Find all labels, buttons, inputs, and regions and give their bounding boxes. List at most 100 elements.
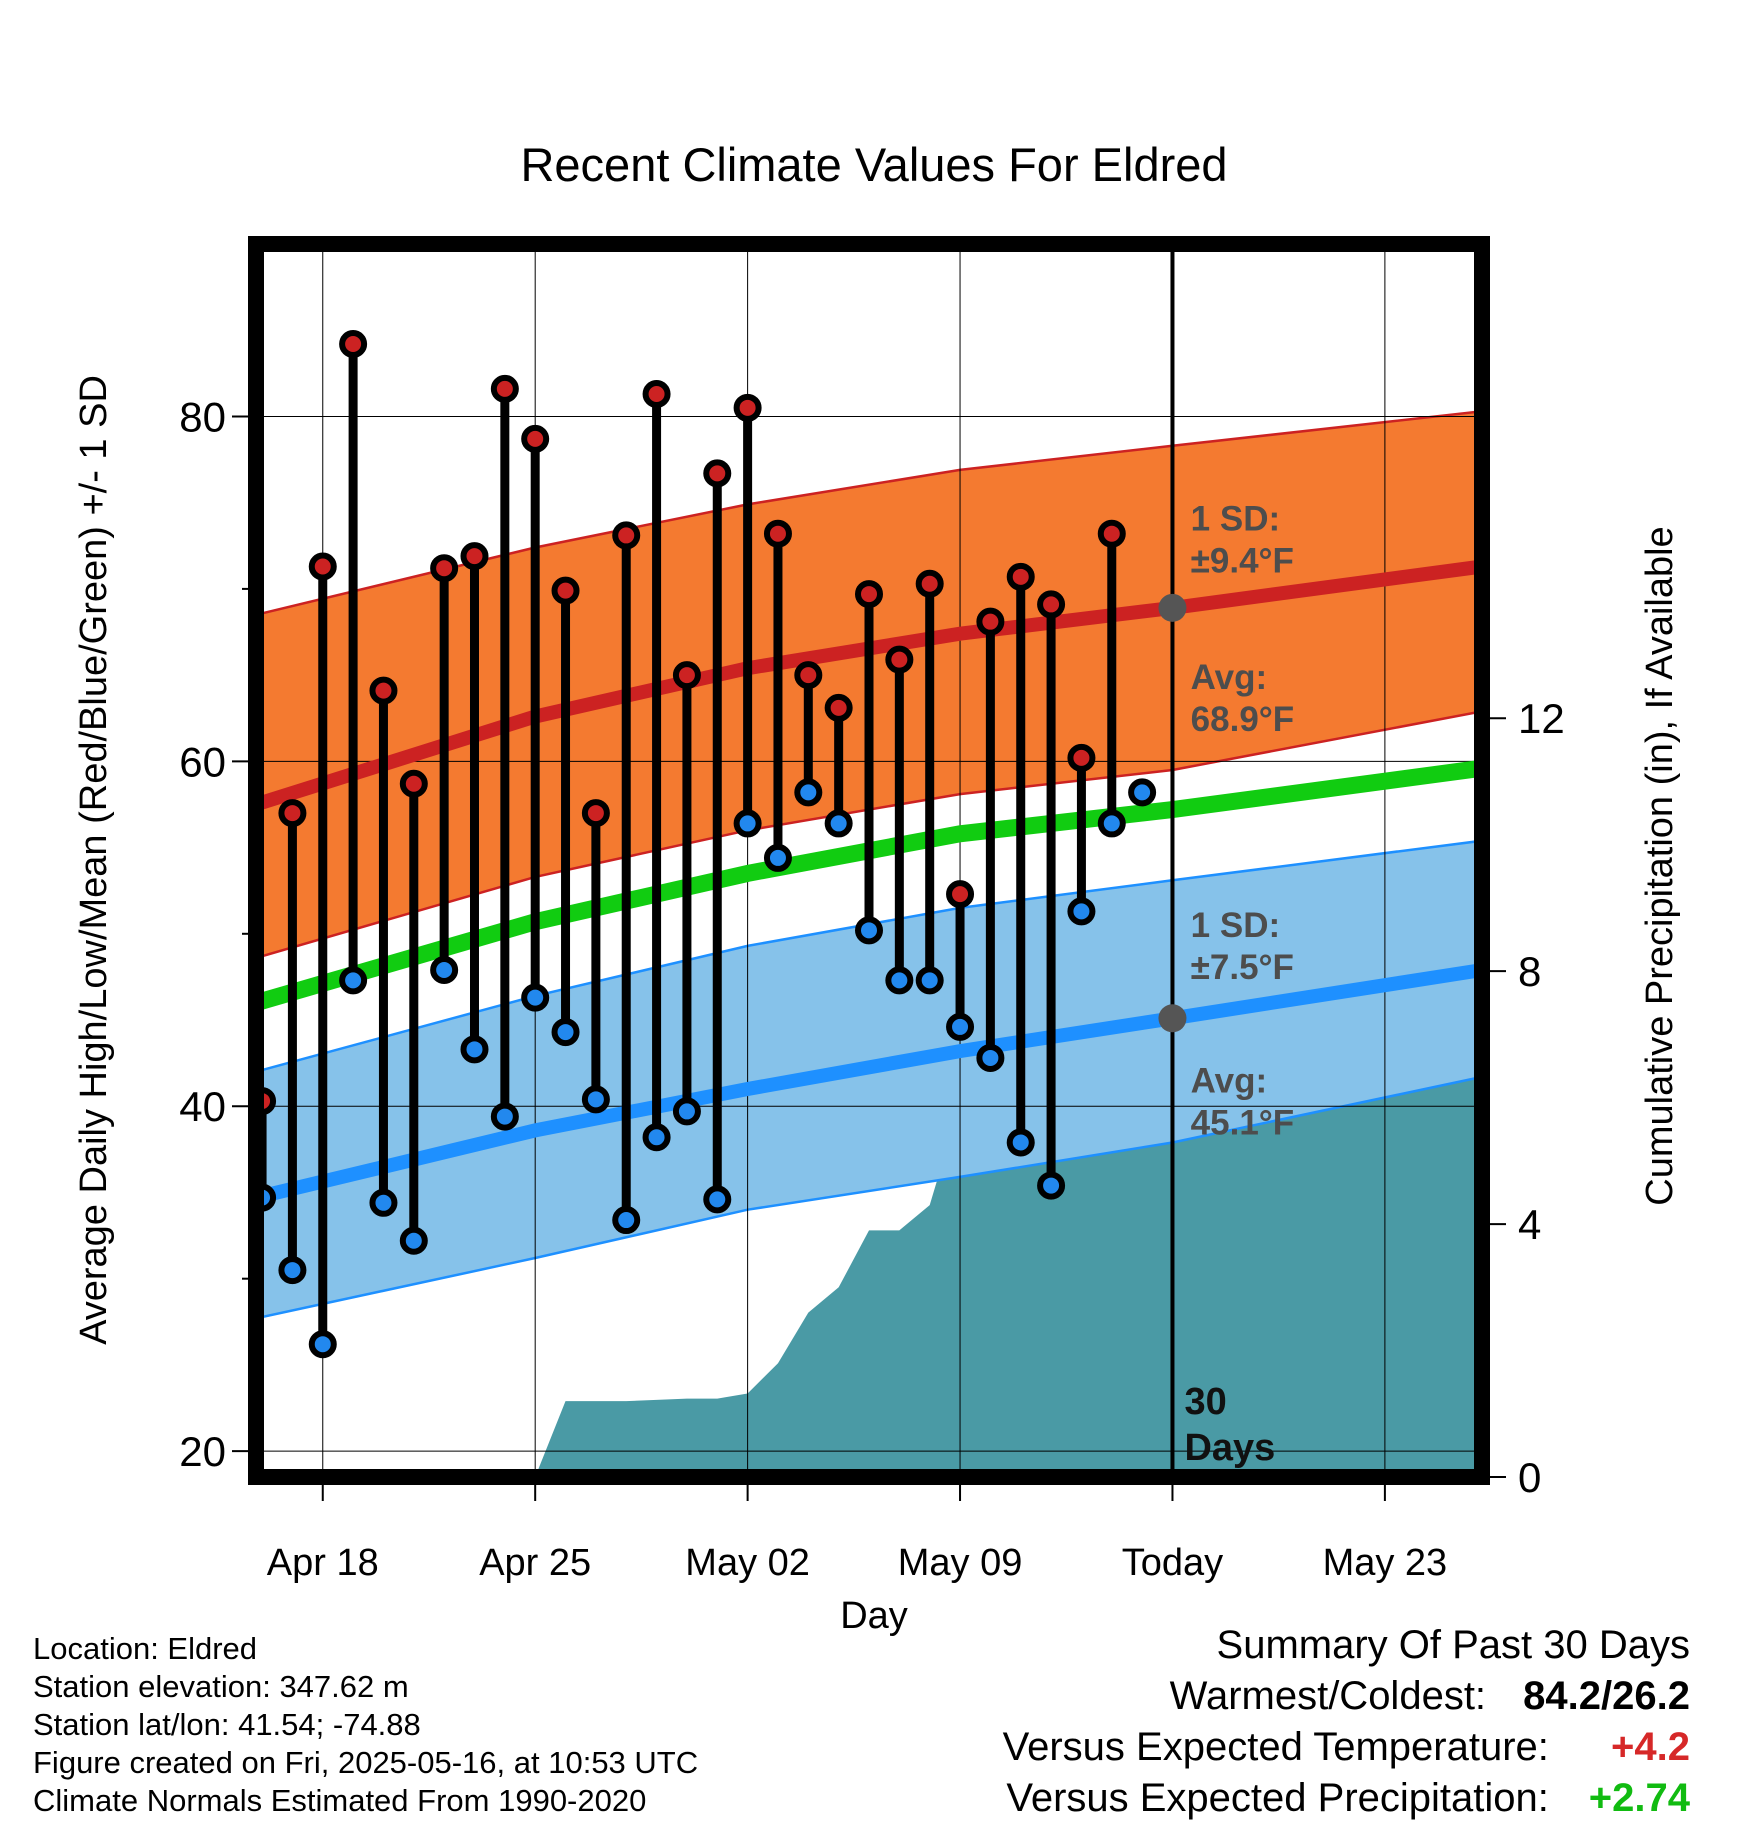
low-temp-point: [915, 966, 944, 995]
high-temp-point: [581, 799, 610, 828]
low-temp-point: [1097, 809, 1126, 838]
low-temp-point: [855, 916, 883, 945]
high-temp-point: [672, 661, 701, 690]
y2-tick-label: 4: [1518, 1201, 1541, 1248]
low-temp-point: [824, 809, 853, 838]
high-temp-point: [703, 459, 732, 488]
x-axis-label: Day: [840, 1595, 908, 1637]
high-temp-point: [551, 576, 580, 605]
high-temp-point: [976, 607, 1005, 636]
high-temp-point: [1067, 743, 1096, 772]
low-temp-point: [1067, 897, 1096, 926]
high-temp-point: [399, 769, 428, 798]
annotation-line1: Avg:: [1191, 658, 1267, 697]
annotation-line2: 68.9°F: [1191, 700, 1295, 739]
annotation-line2: 45.1°F: [1191, 1103, 1295, 1142]
summary-temp-row: Versus Expected Temperature: +4.2: [1003, 1722, 1690, 1773]
low-temp-point: [581, 1085, 610, 1114]
low-temp-point: [399, 1226, 428, 1255]
summary-warmest-value: 84.2/26.2: [1523, 1674, 1690, 1718]
high-temp-point: [733, 393, 762, 422]
high-temp-point: [430, 554, 459, 583]
today-avg-low-marker: [1158, 1004, 1187, 1033]
mean-line: [253, 759, 1484, 1011]
y2-tick-label: 12: [1518, 695, 1565, 742]
info-normals: Climate Normals Estimated From 1990-2020: [33, 1783, 647, 1818]
low-temp-point: [733, 809, 762, 838]
low-temp-point: [672, 1097, 701, 1126]
low-temp-point: [1128, 778, 1157, 807]
y-tick-label: 80: [179, 393, 226, 440]
high-temp-point: [460, 542, 489, 571]
low-temp-point: [885, 966, 914, 995]
low-temp-point: [278, 1256, 307, 1285]
y-axis-label: Average Daily High/Low/Mean (Red/Blue/Gr…: [73, 375, 115, 1345]
info-elevation: Station elevation: 347.62 m: [33, 1669, 409, 1704]
low-temp-point: [612, 1206, 641, 1235]
y2-axis-label: Cumulative Precipitation (in), If Availa…: [1639, 526, 1681, 1205]
high-temp-point: [521, 424, 550, 453]
avg-high-line: [253, 559, 1483, 812]
summary-precip-label: Versus Expected Precipitation:: [1006, 1776, 1549, 1820]
low-temp-point: [430, 956, 459, 985]
chart-title: Recent Climate Values For Eldred: [520, 138, 1227, 191]
x-tick-label: May 09: [898, 1542, 1023, 1584]
low-temp-point: [369, 1188, 398, 1217]
low-temp-point: [794, 778, 823, 807]
summary-panel: Summary Of Past 30 Days Warmest/Coldest:…: [1003, 1620, 1690, 1824]
summary-warmest-label: Warmest/Coldest:: [1169, 1674, 1487, 1718]
summary-warmest-row: Warmest/Coldest: 84.2/26.2: [1003, 1671, 1690, 1722]
high-temp-point: [612, 521, 641, 550]
x-tick-label: May 23: [1323, 1542, 1448, 1584]
low-temp-point: [490, 1102, 519, 1131]
low-temp-point: [763, 843, 792, 872]
high-temp-point: [794, 661, 823, 690]
info-created: Figure created on Fri, 2025-05-16, at 10…: [33, 1745, 699, 1780]
annotation-line1: 1 SD:: [1191, 906, 1280, 945]
low-temp-point: [521, 983, 550, 1012]
y-tick-label: 40: [179, 1083, 226, 1130]
low-temp-point: [642, 1123, 671, 1152]
low-temp-point: [1037, 1171, 1066, 1200]
summary-title: Summary Of Past 30 Days: [1216, 1623, 1690, 1667]
annotation-line1: Avg:: [1191, 1061, 1267, 1100]
high-temp-point: [885, 645, 914, 674]
summary-precip-value: +2.74: [1588, 1776, 1690, 1820]
high-temp-point: [1097, 519, 1126, 548]
low-temp-point: [460, 1035, 489, 1064]
x-tick-label: Today: [1122, 1542, 1223, 1584]
y-tick-label: 20: [179, 1428, 226, 1475]
info-location: Location: Eldred: [33, 1631, 258, 1666]
high-temp-point: [308, 552, 337, 581]
high-temp-point: [278, 799, 307, 828]
high-temp-point: [763, 519, 792, 548]
high-temp-point: [946, 880, 975, 909]
low-temp-point: [946, 1012, 975, 1041]
plot-frame: [248, 236, 1490, 1485]
high-temp-point: [490, 374, 519, 403]
annotation-line2: ±7.5°F: [1191, 948, 1294, 987]
high-temp-point: [369, 676, 398, 705]
today-label-30: 30: [1184, 1381, 1226, 1423]
today-label-days: Days: [1184, 1427, 1275, 1469]
high-temp-point: [824, 693, 853, 722]
high-temp-point: [1037, 590, 1066, 619]
low-temp-point: [308, 1330, 337, 1359]
y2-tick-label: 0: [1518, 1454, 1541, 1501]
low-temp-point: [551, 1018, 580, 1047]
x-tick-label: Apr 25: [479, 1542, 591, 1584]
avg-low-line: [254, 963, 1484, 1205]
annotation-line1: 1 SD:: [1191, 499, 1280, 538]
y2-tick-label: 8: [1518, 948, 1541, 995]
high-temp-point: [1006, 562, 1035, 591]
info-latlon: Station lat/lon: 41.54; -74.88: [33, 1707, 421, 1742]
today-avg-high-marker: [1158, 593, 1187, 622]
low-temp-point: [976, 1043, 1005, 1072]
x-tick-label: Apr 18: [267, 1542, 379, 1584]
low-temp-point: [1006, 1128, 1035, 1157]
annotation-line2: ±9.4°F: [1191, 541, 1294, 580]
summary-temp-value: +4.2: [1611, 1725, 1690, 1769]
precipitation-area: [535, 1075, 1482, 1477]
